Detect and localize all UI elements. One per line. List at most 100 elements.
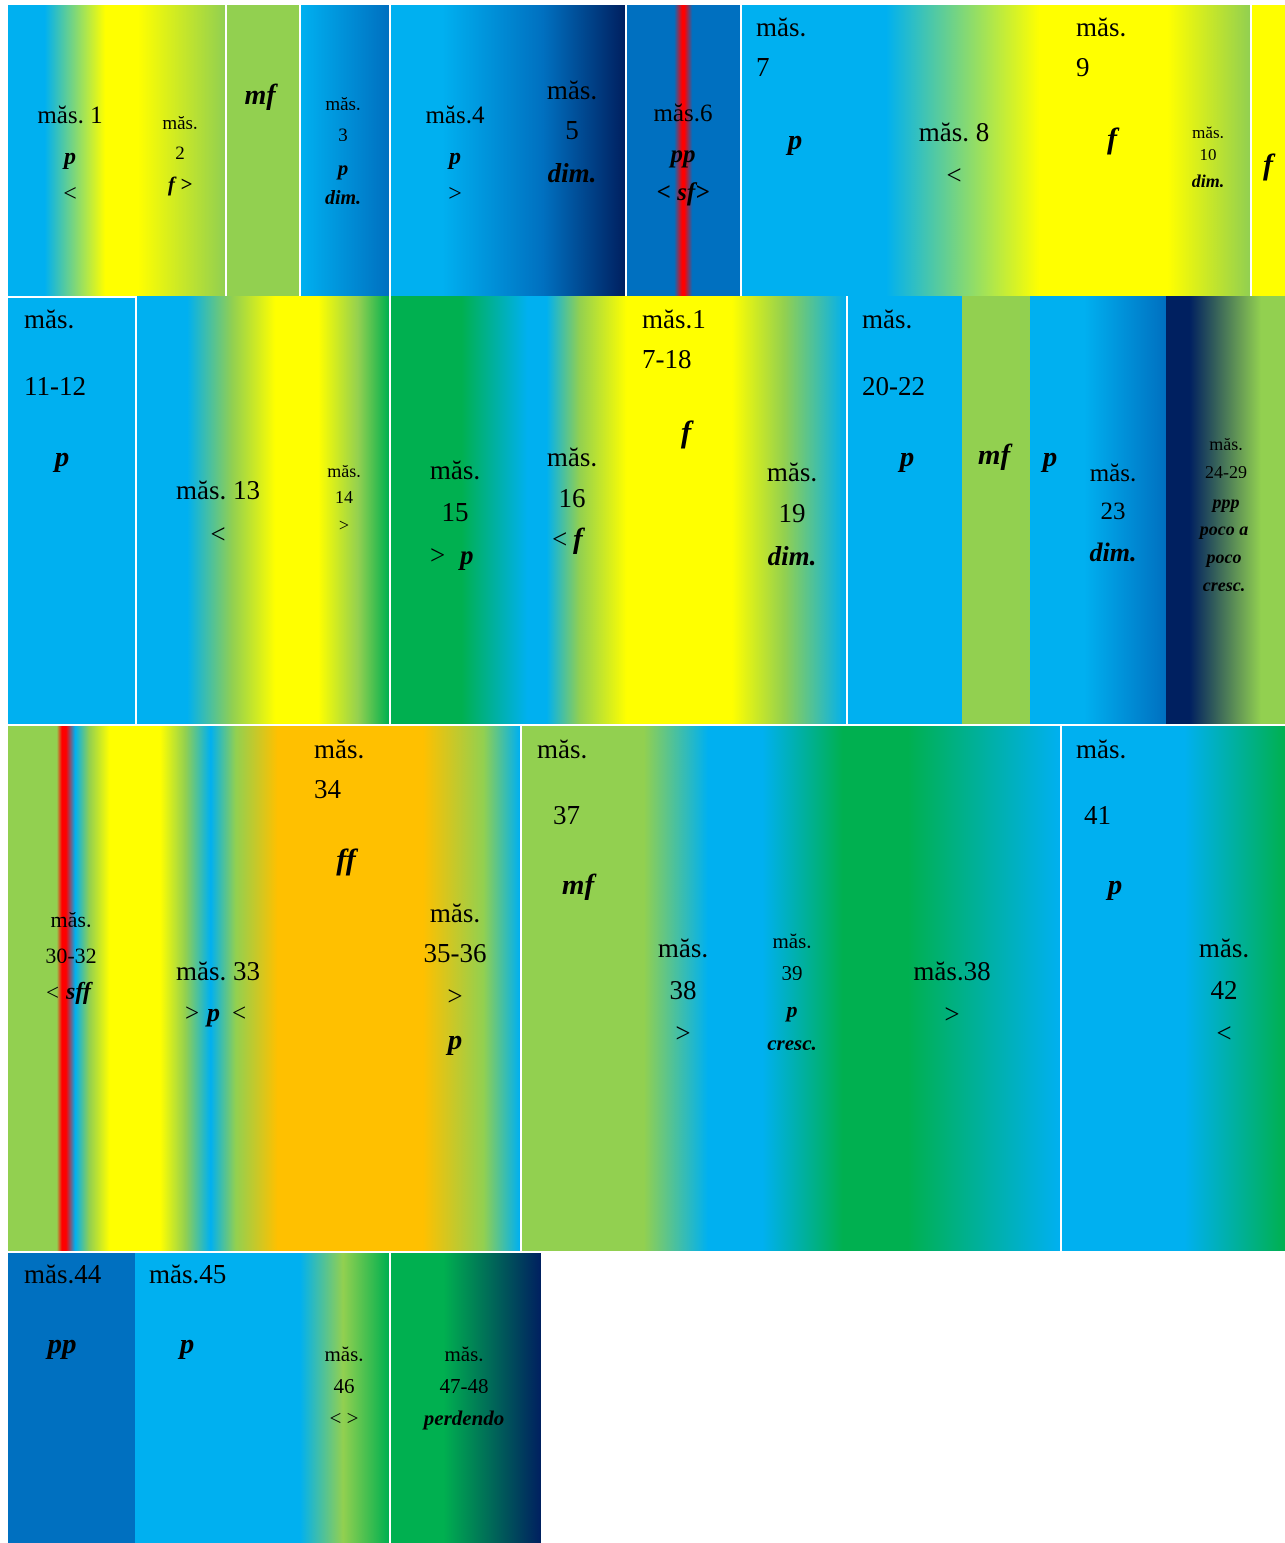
m38b-label: măs.38 <box>913 956 991 986</box>
row2-mf-dynamic: mf <box>977 439 1011 471</box>
block-m15-16 <box>391 296 627 724</box>
m1-hairpin: < <box>63 181 77 207</box>
m6-label: măs.6 <box>653 100 713 127</box>
m1-label: măs. 1 <box>37 102 103 129</box>
block-m45-46 <box>135 1253 389 1543</box>
block-m23 <box>1030 296 1166 724</box>
block-mf-2 <box>962 296 1030 724</box>
m16-label-b: 16 <box>558 483 586 513</box>
m5-label-a: măs. <box>546 75 598 105</box>
m23-label-a: măs. <box>1089 460 1137 487</box>
m24-label-b: 24-29 <box>1205 462 1247 482</box>
m30-dynamic: sff <box>66 979 91 1005</box>
m4-dynamic: p <box>449 144 461 170</box>
m11-label-b: 11-12 <box>24 371 86 401</box>
m3-dynamic: p <box>337 156 349 180</box>
m17-dynamic: f <box>680 414 692 449</box>
m45-label: măs.45 <box>149 1259 227 1289</box>
m41-label-a: măs. <box>1076 734 1127 764</box>
m38-label-b: 38 <box>669 975 697 1005</box>
m11-dynamic: p <box>54 441 70 473</box>
m37-dynamic: mf <box>561 869 595 901</box>
m34-dynamic: ff <box>336 843 356 876</box>
m24-dynamic: ppp <box>1212 492 1240 512</box>
block-m13-14 <box>137 296 389 724</box>
block-m6 <box>627 5 740 296</box>
block-m1-2 <box>8 5 225 296</box>
m46-label-a: măs. <box>324 1342 364 1366</box>
block-m11-12 <box>8 298 135 724</box>
block-m41-42 <box>1062 726 1285 1251</box>
m30-label-b: 30-32 <box>45 943 97 968</box>
m2-dynamic: f > <box>167 172 193 196</box>
m38b-hairpin: > <box>944 999 960 1029</box>
row1-mf-dynamic: mf <box>244 80 276 111</box>
block-m37-39 <box>522 726 843 1251</box>
m17-label-a: măs.1 <box>642 304 706 334</box>
m19-label-b: 19 <box>778 498 806 528</box>
m23-dim: dim. <box>1089 538 1137 567</box>
block-m44 <box>8 1253 135 1543</box>
m38-hairpin: > <box>675 1018 691 1048</box>
m3-label-b: 3 <box>338 125 348 146</box>
m9-label-b: 9 <box>1076 52 1090 82</box>
m35-label-b: 35-36 <box>423 938 487 968</box>
m45-dynamic: p <box>179 1328 195 1360</box>
block-m10 <box>1168 5 1250 296</box>
m8-label: măs. 8 <box>918 117 990 147</box>
m6-dynamic: pp <box>670 141 696 168</box>
m30-label-a: măs. <box>50 907 92 932</box>
m20-label-b: 20-22 <box>862 371 925 401</box>
block-m17-19 <box>627 296 846 724</box>
m47-text: perdendo <box>423 1406 505 1430</box>
m15-label-b: 15 <box>441 497 469 527</box>
block-m33 <box>110 726 278 1251</box>
m2-label-a: măs. <box>162 113 198 134</box>
m44-dynamic: pp <box>47 1328 77 1360</box>
m14-label-a: măs. <box>327 461 361 481</box>
block-m4-5 <box>391 5 625 296</box>
m2-label-b: 2 <box>175 143 185 164</box>
m15-hairpin: > <box>430 540 446 570</box>
m3-label-a: măs. <box>325 94 361 115</box>
m42-label-a: măs. <box>1198 933 1250 963</box>
block-m38b <box>843 726 1060 1251</box>
m35-label-a: măs. <box>429 898 481 928</box>
block-f-end <box>1252 5 1285 296</box>
m17-label-b: 7-18 <box>642 344 692 374</box>
m15-dynamic: p <box>460 540 474 570</box>
m33-dynamic: p <box>207 998 220 1027</box>
m14-hairpin: > <box>338 515 350 535</box>
m42-label-b: 42 <box>1210 975 1238 1005</box>
m10-dim: dim. <box>1191 171 1225 191</box>
m44-label: măs.44 <box>24 1259 102 1289</box>
block-m47-48 <box>391 1253 541 1543</box>
m24-text-c: cresc. <box>1202 575 1246 595</box>
block-m34-36 <box>278 726 520 1251</box>
m46-label-b: 46 <box>333 1374 355 1398</box>
m39-text: cresc. <box>767 1031 817 1055</box>
m3-dim: dim. <box>324 187 362 209</box>
block-m7 <box>742 5 848 296</box>
row1-f-end-dynamic: f <box>1263 148 1273 181</box>
m39-dynamic: p <box>786 997 798 1022</box>
m19-dim: dim. <box>767 541 817 571</box>
row2-p-dynamic: p <box>1042 441 1058 473</box>
block-m8-9 <box>848 5 1168 296</box>
m5-dim: dim. <box>547 158 597 188</box>
m33-hairpin-a: > <box>185 1000 200 1027</box>
m20-label-a: măs. <box>862 304 913 334</box>
m9-dynamic: f <box>1107 122 1117 155</box>
m34-label-b: 34 <box>314 774 341 804</box>
m24-text-b: poco <box>1206 547 1242 567</box>
m13-label: măs. 13 <box>176 475 260 505</box>
m23-label-b: 23 <box>1100 498 1126 525</box>
m15-label-a: măs. <box>429 455 481 485</box>
m11-label-a: măs. <box>24 304 75 334</box>
m10-label-a: măs. <box>1192 123 1224 142</box>
m16-label-a: măs. <box>546 442 598 472</box>
m38-label-a: măs. <box>657 933 709 963</box>
m30-hairpin: < <box>46 980 59 1005</box>
m8-hairpin: < <box>946 160 962 190</box>
block-m30-32 <box>8 726 110 1251</box>
